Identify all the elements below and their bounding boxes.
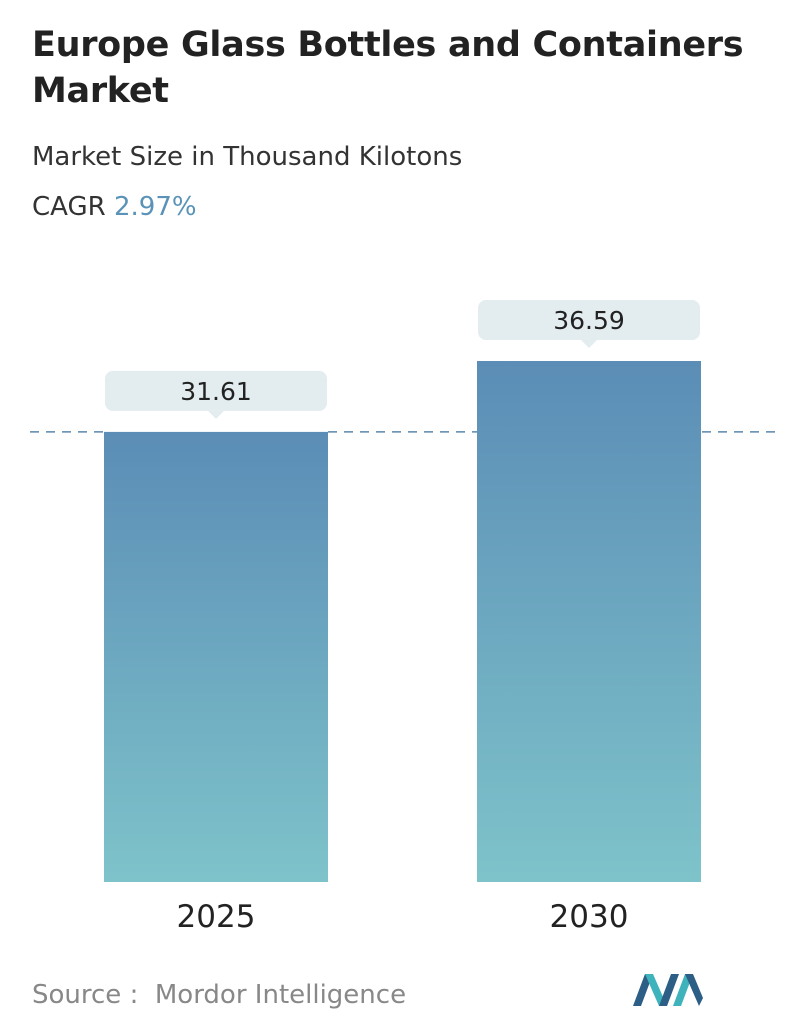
chart-subtitle: Market Size in Thousand Kilotons xyxy=(32,142,463,172)
value-label-bubble-2030 xyxy=(478,300,700,340)
bar-2030 xyxy=(477,361,701,882)
value-label-pointer-2030 xyxy=(581,340,597,348)
category-label-2025: 2025 xyxy=(177,899,256,935)
bar-2025 xyxy=(104,431,328,882)
category-label-2030: 2030 xyxy=(550,899,629,935)
mordor-intelligence-logo-icon xyxy=(633,974,703,1006)
value-label-pointer-2025 xyxy=(208,410,224,419)
value-label-bubble-2025 xyxy=(105,370,327,411)
source-name: Mordor Intelligence xyxy=(154,980,407,1010)
cagr-label: CAGR xyxy=(32,192,106,222)
cagr-line: CAGR 2.97% xyxy=(32,190,197,224)
value-label-2025: 31.61 xyxy=(180,377,252,406)
cagr-value: 2.97% xyxy=(113,192,197,222)
chart-title: Europe Glass Bottles and Containers Mark… xyxy=(32,25,744,111)
source-label: Source : xyxy=(32,980,139,1010)
value-label-2030: 36.59 xyxy=(553,306,625,335)
source-line: Source : Mordor Intelligence xyxy=(32,978,406,1012)
